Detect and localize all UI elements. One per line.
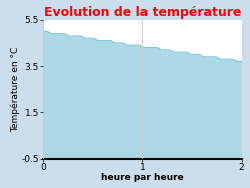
X-axis label: heure par heure: heure par heure xyxy=(101,174,184,182)
Title: Evolution de la température: Evolution de la température xyxy=(44,6,241,19)
Y-axis label: Température en °C: Température en °C xyxy=(10,47,20,132)
